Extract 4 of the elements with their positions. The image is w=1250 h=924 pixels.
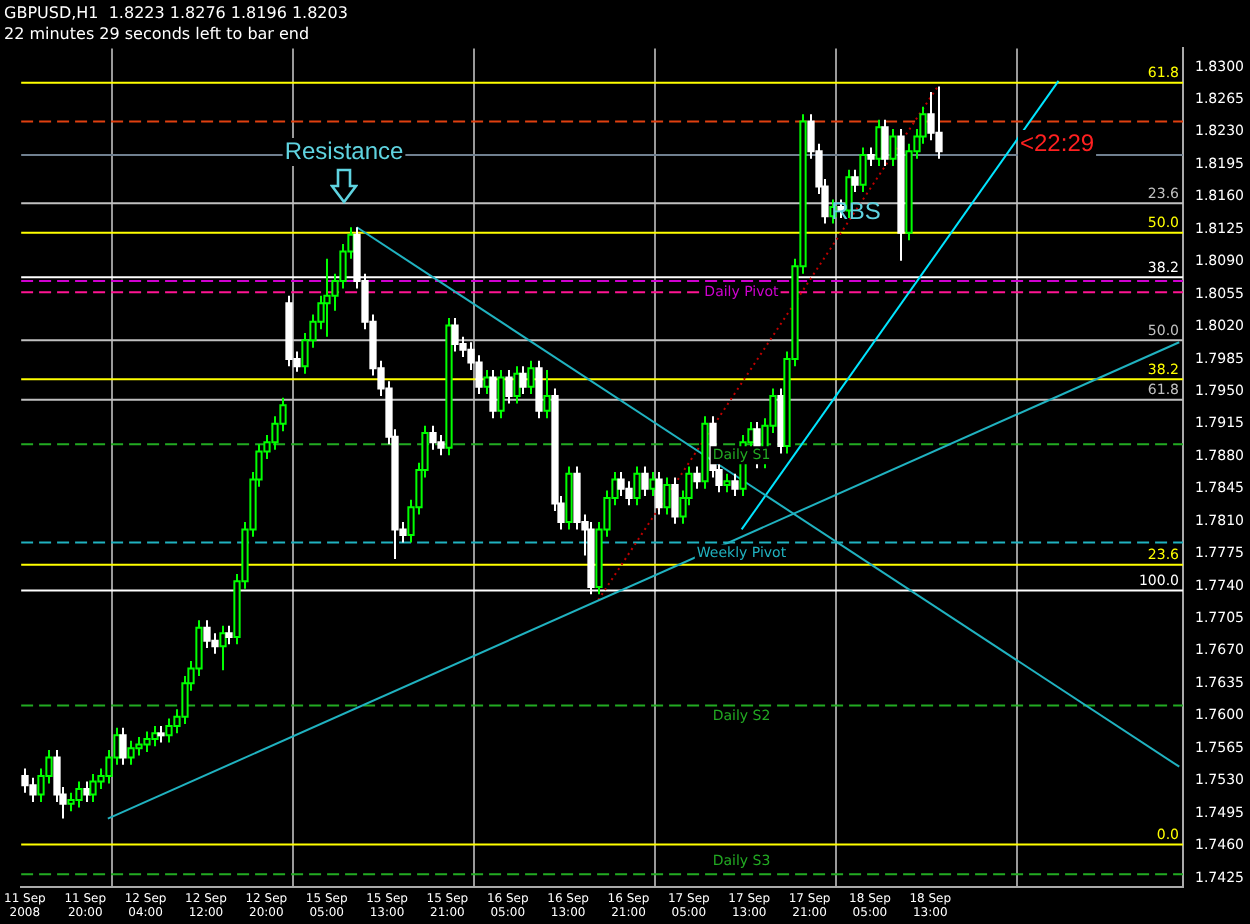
chart-title: GBPUSD,H1 1.8223 1.8276 1.8196 1.8203	[4, 3, 348, 22]
annotation: Resistance	[284, 136, 405, 165]
annotation: <22:29	[1020, 128, 1095, 157]
chart-subtitle: 22 minutes 29 seconds left to bar end	[4, 24, 310, 43]
